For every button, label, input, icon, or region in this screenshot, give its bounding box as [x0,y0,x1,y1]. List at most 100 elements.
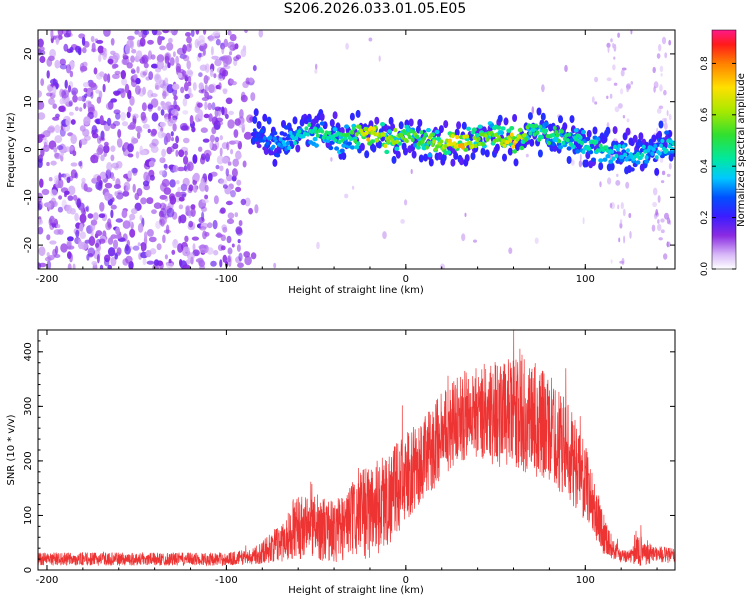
noise-speckle [235,186,242,193]
noise-speckle [223,59,229,68]
noise-speckle [183,137,190,144]
noise-speckle [77,241,84,250]
signal-ridge-cell [374,116,380,125]
signal-ridge-cell [357,124,362,130]
signal-ridge-cell [373,132,378,137]
noise-speckle [107,73,111,83]
noise-speckle [93,67,98,75]
noise-speckle [659,65,664,73]
noise-speckle [65,64,72,74]
signal-ridge-cell [527,112,533,121]
noise-speckle [204,231,210,237]
noise-speckle [657,223,662,232]
noise-speckle [613,56,616,60]
noise-speckle [61,89,70,99]
noise-speckle [139,214,143,221]
noise-speckle [622,208,626,217]
noise-speckle [80,206,84,214]
noise-speckle [96,254,100,264]
noise-speckle [622,115,626,119]
noise-speckle [46,260,52,269]
noise-speckle [82,128,90,137]
noise-speckle [236,244,241,252]
noise-speckle [179,214,187,224]
noise-speckle [198,146,203,152]
signal-ridge-cell [425,145,429,150]
noise-speckle [159,215,167,225]
noise-speckle [115,112,121,120]
noise-speckle [164,254,168,260]
signal-ridge-cell [667,144,672,149]
noise-speckle [610,259,613,264]
noise-speckle [141,102,147,112]
signal-ridge-cell [575,133,580,138]
noise-speckle [179,259,183,267]
noise-speckle [177,243,184,253]
noise-speckle [626,87,629,93]
noise-speckle [79,231,87,239]
noise-speckle [52,85,57,95]
noise-speckle [116,138,123,148]
noise-speckle [121,209,128,219]
snr-y-tick-label: 300 [23,397,34,416]
noise-speckle [579,153,582,162]
signal-ridge-cell [617,143,622,149]
noise-speckle [221,45,225,55]
signal-ridge-cell [320,129,325,134]
noise-speckle [52,103,57,109]
noise-speckle [211,126,217,135]
noise-speckle [96,39,104,44]
signal-ridge-cell [347,141,352,146]
noise-speckle [243,251,251,258]
noise-speckle [151,63,159,69]
noise-speckle [38,38,44,48]
signal-ridge-cell [483,133,488,138]
noise-speckle [227,30,232,36]
signal-ridge-cell [503,117,509,126]
noise-speckle [204,184,209,193]
noise-speckle [81,36,86,46]
signal-ridge-cell [422,136,427,141]
noise-speckle [582,217,585,225]
noise-speckle [660,229,665,234]
noise-speckle [38,246,46,257]
signal-ridge-cell [428,158,434,167]
signal-ridge-cell [651,147,656,152]
signal-ridge-cell [580,141,585,146]
signal-ridge-cell [604,145,609,150]
signal-ridge-cell [288,130,293,135]
signal-ridge-cell [347,135,352,140]
noise-speckle [464,212,467,217]
noise-speckle [136,66,140,74]
noise-speckle [210,46,214,56]
noise-speckle [345,42,349,50]
signal-ridge-cell [400,135,405,140]
noise-speckle [44,256,52,262]
noise-speckle [204,194,209,200]
noise-speckle [114,70,121,75]
noise-speckle [668,113,672,121]
noise-speckle [103,47,107,53]
noise-speckle [186,252,195,260]
colorbar-tick-label: 0.8 [700,56,710,71]
signal-ridge-cell [266,116,272,125]
spectrogram-y-tick-label: 20 [23,48,34,61]
noise-speckle [65,117,71,126]
noise-speckle [132,183,136,193]
noise-speckle [156,59,164,70]
signal-ridge-cell [355,109,361,118]
signal-ridge-cell [636,151,640,157]
signal-ridge-cell [538,124,543,129]
signal-ridge-cell [305,132,310,137]
noise-speckle [143,62,149,69]
signal-ridge-cell [448,138,452,143]
colorbar-tick-label: 0.6 [700,107,710,122]
noise-speckle [98,213,106,218]
noise-speckle [91,261,98,266]
noise-speckle [46,161,50,167]
noise-speckle [664,212,669,220]
signal-ridge-cell [573,128,579,133]
signal-ridge-cell [262,136,267,141]
noise-speckle [99,264,104,269]
noise-speckle [660,180,665,184]
